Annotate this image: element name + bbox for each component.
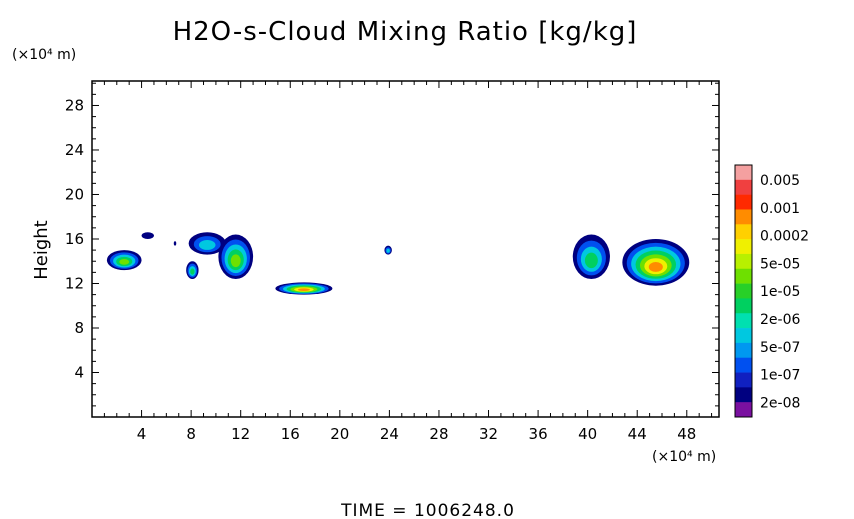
colorbar-swatch [735,239,752,255]
x-tick-label: 12 [231,425,250,443]
x-tick-label: 40 [578,425,597,443]
y-axis-unit: (×10⁴ m) [12,47,76,63]
y-tick-label: 28 [65,96,84,114]
y-tick-label: 4 [74,363,84,381]
colorbar-swatch [735,402,752,418]
colorbar-swatch [735,372,752,388]
x-tick-label: 28 [429,425,448,443]
colorbar-label: 1e-05 [760,284,800,300]
colorbar-swatch [735,357,752,373]
cloud-region [141,232,154,239]
colorbar-swatch [735,253,752,270]
colorbar-swatch [735,224,752,240]
colorbar-swatch [735,194,752,210]
cloud-contour [584,252,598,269]
cloud-contour [198,240,216,250]
y-tick-label: 8 [74,319,84,337]
x-tick-label: 44 [628,425,647,443]
x-tick-label: 4 [137,425,147,443]
colorbar-swatch [735,313,752,329]
cloud-contour [173,241,177,246]
x-tick-label: 36 [529,425,548,443]
cloud-region [218,234,254,280]
colorbar: 0.005 0.001 0.0002 5e-05 1e-05 2e-06 5e-07 1e-0… [734,164,809,418]
cloud-contour [190,268,195,275]
colorbar-swatch [735,179,752,195]
cloud-contour [141,232,154,239]
colorbar-swatch [735,387,752,403]
time-label: TIME = 1006248.0 [340,501,515,519]
y-tick-label: 20 [65,185,84,203]
colorbar-swatch [735,328,752,344]
colorbar-swatch [735,342,752,359]
x-tick-label: 20 [330,425,349,443]
colorbar-swatch [735,209,752,225]
colorbar-frame [734,164,753,418]
cloud-region [188,232,226,255]
colorbar-swatch [735,298,752,314]
cloud-contour [297,288,310,291]
colorbar-label: 1e-07 [760,368,800,384]
x-axis-unit: (×10⁴ m) [652,449,716,465]
colorbar-label: 0.005 [760,173,800,189]
plot-frame [91,80,720,418]
cloud-contour [230,254,241,268]
cloud-region [572,234,610,280]
x-tick-label: 24 [380,425,399,443]
cloud-contour [648,262,663,272]
colorbar-label: 5e-07 [760,340,800,356]
x-tick-label: 48 [677,425,696,443]
y-axis-label: Height [31,220,52,280]
cloud-region [275,282,333,295]
colorbar-swatch [735,268,752,284]
colorbar-swatch [735,165,752,181]
y-tick-label: 16 [65,230,84,248]
x-tick-label: 8 [186,425,196,443]
colorbar-label: 0.0002 [760,229,809,245]
cloud-contour [119,259,130,265]
y-tick-label: 12 [65,274,84,292]
colorbar-label: 2e-08 [760,395,800,411]
x-tick-label: 32 [479,425,498,443]
colorbar-label: 0.001 [760,201,800,217]
y-tick-label: 24 [65,141,84,159]
x-tick-label: 16 [281,425,300,443]
colorbar-swatch [735,283,752,299]
cloud-region [622,238,690,286]
cloud-region [186,261,199,280]
cloud-region [106,250,142,271]
cloud-region [173,241,177,246]
cloud-region [384,245,392,255]
colorbar-label: 5e-05 [760,256,800,272]
colorbar-label: 2e-06 [760,312,800,328]
cloud-contour [386,248,390,253]
cloud-field [106,232,690,295]
chart-title: H2O-s-Cloud Mixing Ratio [kg/kg] [173,17,638,47]
